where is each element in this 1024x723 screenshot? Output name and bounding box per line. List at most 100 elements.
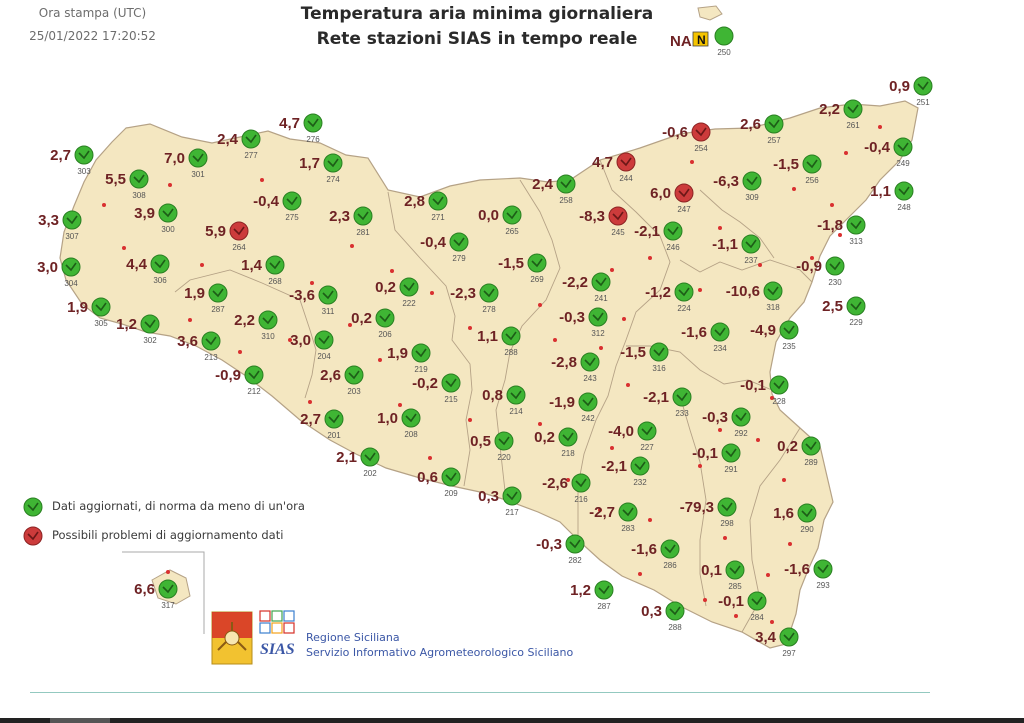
station-288[interactable]: 1,1 288 — [477, 326, 521, 357]
station-208[interactable]: 1,0 208 — [377, 408, 421, 439]
station-ok-marker[interactable] — [725, 560, 745, 580]
station-ok-marker[interactable] — [129, 169, 149, 189]
station-ok-marker[interactable] — [763, 281, 783, 301]
station-286[interactable]: -1,6 286 — [631, 539, 680, 570]
station-ok-marker[interactable] — [747, 591, 767, 611]
station-ok-marker[interactable] — [201, 331, 221, 351]
station-242[interactable]: -1,9 242 — [549, 392, 598, 423]
station-297[interactable]: 3,4 297 — [755, 627, 799, 658]
station-268[interactable]: 1,4 268 — [241, 255, 285, 286]
station-275[interactable]: -0,4 275 — [253, 191, 302, 222]
station-276[interactable]: 4,7 276 — [279, 113, 323, 144]
station-ok-marker[interactable] — [825, 256, 845, 276]
station-265[interactable]: 0,0 265 — [478, 205, 522, 236]
station-ok-marker[interactable] — [731, 407, 751, 427]
station-ok-marker[interactable] — [344, 365, 364, 385]
station-316[interactable]: -1,5 316 — [620, 342, 669, 373]
station-ok-marker[interactable] — [894, 181, 914, 201]
station-ok-marker[interactable] — [649, 342, 669, 362]
station-217[interactable]: 0,3 217 — [478, 486, 522, 517]
station-287[interactable]: 1,9 287 — [184, 283, 228, 314]
station-306[interactable]: 4,4 306 — [126, 254, 170, 285]
station-271[interactable]: 2,8 271 — [404, 191, 448, 222]
station-ok-marker[interactable] — [323, 153, 343, 173]
station-304[interactable]: 3,0 304 — [37, 257, 81, 288]
station-problem-marker[interactable] — [691, 122, 711, 142]
station-212[interactable]: -0,9 212 — [215, 365, 264, 396]
station-ok-marker[interactable] — [208, 283, 228, 303]
station-ok-marker[interactable] — [637, 421, 657, 441]
station-ok-marker[interactable] — [779, 320, 799, 340]
station-ok-marker[interactable] — [580, 352, 600, 372]
station-ok-marker[interactable] — [375, 308, 395, 328]
station-289[interactable]: 0,2 289 — [777, 436, 821, 467]
station-220[interactable]: 0,5 220 — [470, 431, 514, 462]
station-246[interactable]: -2,1 246 — [634, 221, 683, 252]
station-213[interactable]: 3,6 213 — [177, 331, 221, 362]
station-215[interactable]: -0,2 215 — [412, 373, 461, 404]
station-ok-marker[interactable] — [258, 310, 278, 330]
station-ok-marker[interactable] — [802, 154, 822, 174]
station-290[interactable]: 1,6 290 — [773, 503, 817, 534]
station-ok-marker[interactable] — [630, 456, 650, 476]
station-ok-marker[interactable] — [801, 436, 821, 456]
station-problem-marker[interactable] — [616, 152, 636, 172]
station-ok-marker[interactable] — [565, 534, 585, 554]
station-237[interactable]: -1,1 237 — [712, 234, 761, 265]
station-228[interactable]: -0,1 228 — [740, 375, 789, 406]
station-206[interactable]: 0,2 206 — [351, 308, 395, 339]
station-222[interactable]: 0,2 222 — [375, 277, 419, 308]
station-ok-marker[interactable] — [717, 497, 737, 517]
station-269[interactable]: -1,5 269 — [498, 253, 547, 284]
station-309[interactable]: -6,3 309 — [713, 171, 762, 202]
station-234[interactable]: -1,6 234 — [681, 322, 730, 353]
station-248[interactable]: 1,1 248 — [870, 181, 914, 212]
station-ok-marker[interactable] — [591, 272, 611, 292]
station-318[interactable]: -10,6 318 — [726, 281, 783, 312]
station-274[interactable]: 1,7 274 — [299, 153, 343, 184]
station-ok-marker[interactable] — [506, 385, 526, 405]
station-301[interactable]: 7,0 301 — [164, 148, 208, 179]
station-ok-marker[interactable] — [479, 283, 499, 303]
station-235[interactable]: -4,9 235 — [750, 320, 799, 351]
station-ok-marker[interactable] — [813, 559, 833, 579]
station-201[interactable]: 2,7 201 — [300, 409, 344, 440]
station-ok-marker[interactable] — [501, 326, 521, 346]
station-ok-marker[interactable] — [502, 486, 522, 506]
station-ok-marker[interactable] — [441, 467, 461, 487]
station-277[interactable]: 2,4 277 — [217, 129, 261, 160]
station-308[interactable]: 5,5 308 — [105, 169, 149, 200]
station-ok-marker[interactable] — [893, 137, 913, 157]
station-282[interactable]: -0,3 282 — [536, 534, 585, 565]
station-ok-marker[interactable] — [843, 99, 863, 119]
station-233[interactable]: -2,1 233 — [643, 387, 692, 418]
station-ok-marker[interactable] — [558, 427, 578, 447]
station-284[interactable]: -0,1 284 — [718, 591, 767, 622]
station-279[interactable]: -0,4 279 — [420, 232, 469, 263]
station-ok-marker[interactable] — [779, 627, 799, 647]
station-227[interactable]: -4,0 227 — [608, 421, 657, 452]
station-203[interactable]: 2,6 203 — [320, 365, 364, 396]
station-302[interactable]: 1,2 302 — [116, 314, 160, 345]
station-ok-marker[interactable] — [672, 387, 692, 407]
station-219[interactable]: 1,9 219 — [387, 343, 431, 374]
station-229[interactable]: 2,5 229 — [822, 296, 866, 327]
station-264[interactable]: 5,9 264 — [205, 221, 249, 252]
station-243[interactable]: -2,8 243 — [551, 352, 600, 383]
station-216[interactable]: -2,6 216 — [542, 473, 591, 504]
station-problem-marker[interactable] — [229, 221, 249, 241]
station-317[interactable]: 6,6 317 — [134, 579, 178, 610]
station-ok-marker[interactable] — [314, 330, 334, 350]
station-ok-marker[interactable] — [660, 539, 680, 559]
station-ok-marker[interactable] — [665, 601, 685, 621]
station-ok-marker[interactable] — [428, 191, 448, 211]
station-232[interactable]: -2,1 232 — [601, 456, 650, 487]
station-ok-marker[interactable] — [674, 282, 694, 302]
station-214[interactable]: 0,8 214 — [482, 385, 526, 416]
station-ok-marker[interactable] — [913, 76, 933, 96]
station-ok-marker[interactable] — [150, 254, 170, 274]
station-ok-marker[interactable] — [324, 409, 344, 429]
station-ok-marker[interactable] — [401, 408, 421, 428]
station-305[interactable]: 1,9 305 — [67, 297, 111, 328]
station-ok-marker[interactable] — [494, 431, 514, 451]
